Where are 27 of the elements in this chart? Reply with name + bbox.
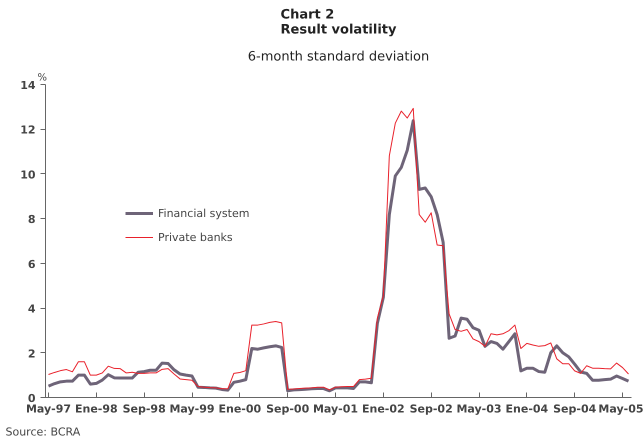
x-tick-label: Sep-04 bbox=[553, 402, 597, 416]
chart-title: Chart 2 Result volatility bbox=[280, 8, 397, 38]
y-tick-label: 2 bbox=[28, 347, 36, 360]
x-tick-label: May-03 bbox=[456, 402, 502, 416]
legend-label: Financial system bbox=[158, 206, 250, 220]
x-tick-label: May-01 bbox=[312, 402, 358, 416]
x-tick-label: May-97 bbox=[26, 402, 72, 416]
chart-subtitle: 6-month standard deviation bbox=[248, 50, 430, 64]
y-axis-title: % bbox=[38, 72, 48, 84]
x-tick-label: May-99 bbox=[169, 402, 215, 416]
x-tick-label: Ene-02 bbox=[362, 402, 405, 416]
x-tick-label: Sep-00 bbox=[266, 402, 310, 416]
y-tick-label: 4 bbox=[28, 302, 36, 316]
y-tick-label: 14 bbox=[20, 79, 36, 92]
y-tick-label: 12 bbox=[20, 124, 36, 137]
x-tick-label: Ene-00 bbox=[218, 402, 262, 416]
x-tick-label: May-05 bbox=[598, 402, 643, 416]
y-tick-label: 10 bbox=[20, 168, 36, 182]
x-tick-label: Ene-98 bbox=[74, 402, 118, 416]
y-tick-label: 0 bbox=[28, 392, 36, 405]
source-note: Source: BCRA bbox=[6, 426, 81, 438]
y-tick-label: 8 bbox=[28, 213, 36, 226]
legend-label: Private banks bbox=[158, 230, 233, 244]
y-tick-label: 6 bbox=[28, 258, 36, 271]
x-tick-label: Sep-98 bbox=[122, 402, 166, 416]
x-tick-label: Sep-02 bbox=[410, 402, 453, 416]
x-tick-label: Ene-04 bbox=[506, 402, 549, 416]
